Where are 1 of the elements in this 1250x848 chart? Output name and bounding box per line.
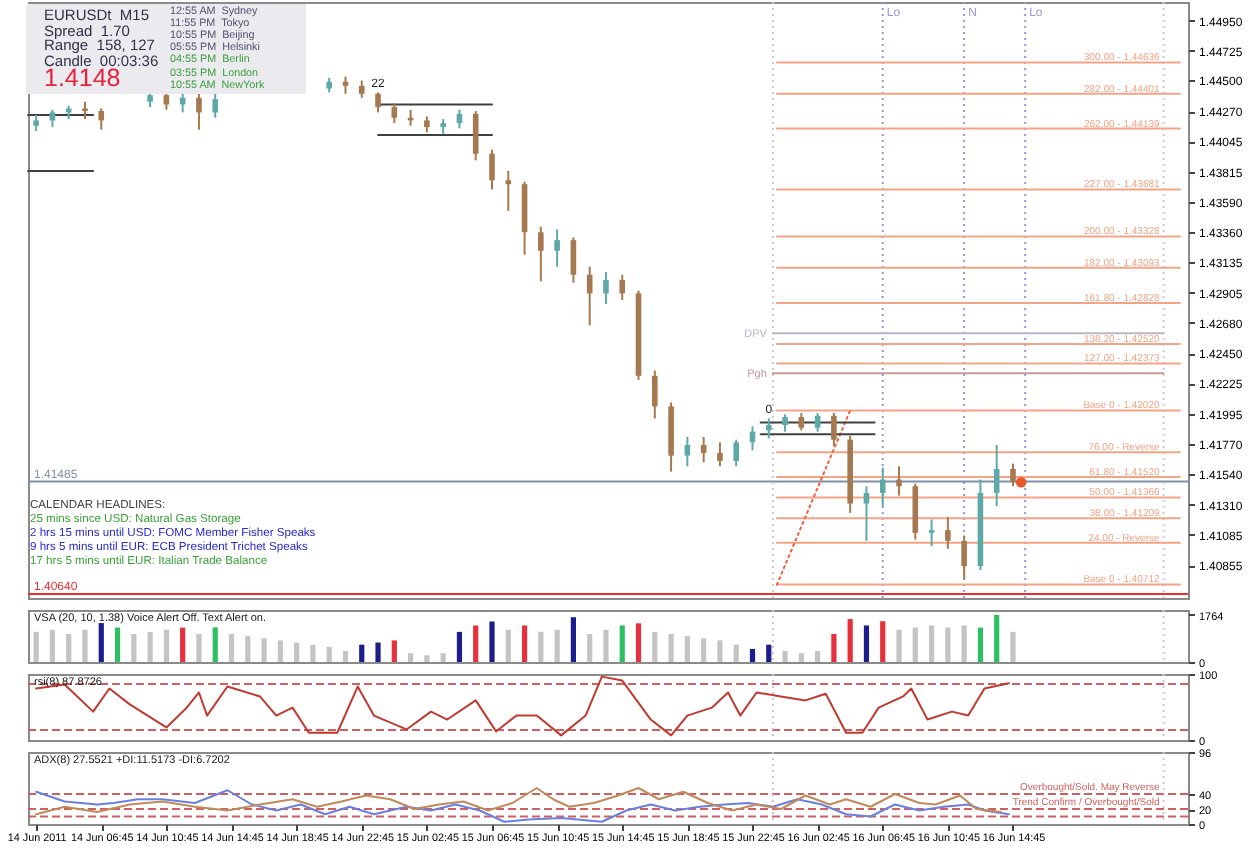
annotation: 1.4148	[44, 64, 121, 92]
